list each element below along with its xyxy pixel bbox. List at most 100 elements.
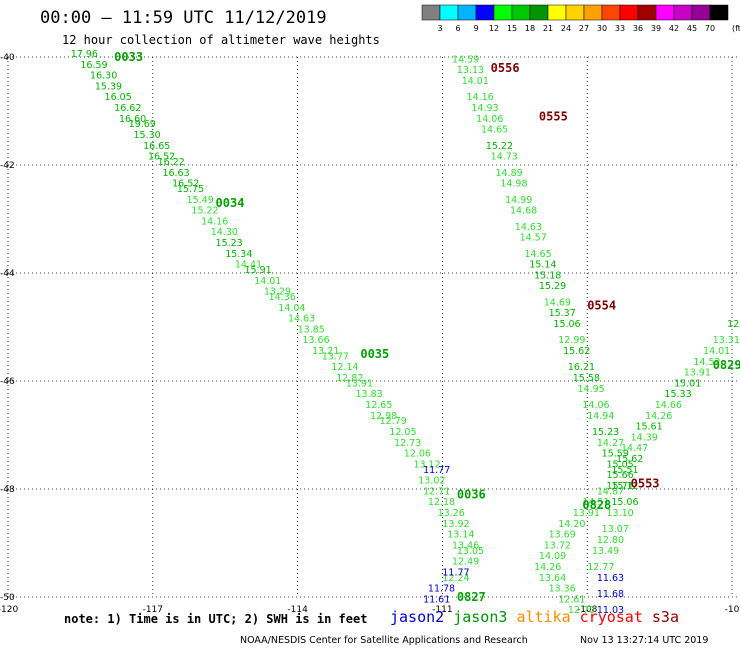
swh-value: 14.06 xyxy=(476,114,503,125)
colorbar-swatch xyxy=(547,4,567,21)
lat-tick-label: -44 xyxy=(0,269,15,279)
swh-value: 14.26 xyxy=(645,411,672,422)
swh-value: 12.14 xyxy=(331,362,358,373)
swh-value: 12.24 xyxy=(442,573,469,584)
footer-timestamp: Nov 13 13:27:14 UTC 2019 xyxy=(580,635,709,646)
satellite-legend: jason2 jason3 altika cryosat s3a xyxy=(390,608,679,626)
colorbar-label: 33 xyxy=(615,24,625,33)
colorbar-swatch xyxy=(619,4,639,21)
swh-value: 14.16 xyxy=(467,92,494,103)
colorbar-swatch xyxy=(583,4,603,21)
page-title: 00:00 – 11:59 UTC 11/12/2019 xyxy=(40,8,327,28)
track-t3: 12.98 13.3114.0114.5213.9115.0115.3314.66… xyxy=(587,319,740,573)
legend-s3a: s3a xyxy=(651,608,679,626)
swh-value: 14.94 xyxy=(587,411,614,422)
swh-value: 19.69 xyxy=(129,119,156,130)
swh-value: 16.62 xyxy=(114,103,141,114)
swh-value: 13.14 xyxy=(447,530,474,541)
swh-value: 16.59 xyxy=(80,60,107,71)
swh-value: 14.63 xyxy=(288,314,315,325)
swh-value: 13.91 xyxy=(573,508,600,519)
pass-time-label: 0556 xyxy=(491,61,520,75)
swh-value: 13.66 xyxy=(302,335,329,346)
colorbar-label: 42 xyxy=(669,24,679,33)
swh-value: 14.47 xyxy=(621,443,648,454)
colorbar-swatch xyxy=(655,4,675,21)
swh-value: 16.05 xyxy=(105,92,132,103)
swh-value: 13.29 xyxy=(264,287,291,298)
colorbar-label: 39 xyxy=(651,24,661,33)
swh-value: 15.61 xyxy=(635,422,662,433)
colorbar-swatch xyxy=(457,4,477,21)
pass-time-label: 0035 xyxy=(360,347,389,361)
swh-value: 12.98 xyxy=(370,411,397,422)
swh-value: 14.59 xyxy=(452,54,479,65)
lon-tick-label: -10 xyxy=(725,605,740,615)
lat-tick-label: -48 xyxy=(0,485,15,495)
swh-value: 12.80 xyxy=(597,535,624,546)
swh-value: 16.60 xyxy=(119,114,146,125)
colorbar-label: 24 xyxy=(561,24,571,33)
colorbar-label: 3 xyxy=(437,24,442,33)
lon-tick-label: -111 xyxy=(432,605,452,615)
colorbar-swatch xyxy=(673,4,693,21)
swh-value: 15.39 xyxy=(95,81,122,92)
lon-tick-label: -108 xyxy=(577,605,598,615)
swh-value: 14.09 xyxy=(539,551,566,562)
swh-value: 13.05 xyxy=(457,546,484,557)
pass-time-label: 0033 xyxy=(114,50,143,64)
swh-value: 13.49 xyxy=(592,546,619,557)
swh-value: 12.05 xyxy=(389,427,416,438)
swh-value: 14.36 xyxy=(269,292,296,303)
swh-value: 13.69 xyxy=(549,530,576,541)
lon-tick-label: -117 xyxy=(143,605,163,615)
swh-value: 12.06 xyxy=(404,449,431,460)
swh-value: 11.78 xyxy=(428,584,455,595)
swh-value: 14.95 xyxy=(578,384,605,395)
swh-value: 15.59 xyxy=(602,449,629,460)
swh-value: 15.06 xyxy=(553,319,580,330)
colorbar-label: 27 xyxy=(579,24,589,33)
swh-value: 14.98 xyxy=(500,179,527,190)
swh-value: 15.34 xyxy=(225,249,252,260)
swh-value: 11.03 xyxy=(597,605,624,616)
swh-value: 13.07 xyxy=(602,524,629,535)
swh-value: 12.79 xyxy=(380,416,407,427)
swh-value: 15.22 xyxy=(191,206,218,217)
swh-value: 13.10 xyxy=(607,508,634,519)
colorbar-label: 70 xyxy=(705,24,715,33)
colorbar-swatch xyxy=(475,4,495,21)
swh-value: 15.33 xyxy=(664,389,691,400)
swh-value: 13.12 xyxy=(413,459,440,470)
swh-value: 15.05 xyxy=(607,459,634,470)
swh-value: 13.13 xyxy=(457,65,484,76)
swh-value: 14.16 xyxy=(201,216,228,227)
lon-tick-label: -120 xyxy=(0,605,18,615)
swh-value: 16.52 xyxy=(148,152,175,163)
swh-value: 17.96 xyxy=(71,49,98,60)
colorbar-label: 18 xyxy=(525,24,535,33)
legend-cryosat: cryosat xyxy=(579,608,643,626)
swh-value: 11.63 xyxy=(597,573,624,584)
swh-value: 12.77 xyxy=(587,562,614,573)
swh-value: 15.71 xyxy=(607,481,634,492)
swh-value: 13.92 xyxy=(442,519,469,530)
swh-value: 16.22 xyxy=(158,157,185,168)
swh-value: 14.20 xyxy=(558,519,585,530)
swh-value: 14.93 xyxy=(471,103,498,114)
swh-value: 11.77 xyxy=(423,465,450,476)
pass-time-label: 0828 xyxy=(582,498,611,512)
swh-value: 14.01 xyxy=(254,276,281,287)
swh-value: 16.65 xyxy=(143,141,170,152)
pass-time-label: 0555 xyxy=(539,109,568,123)
colorbar-swatch xyxy=(511,4,531,21)
swh-value: 14.39 xyxy=(631,432,658,443)
swh-value: 11.61 xyxy=(423,594,450,605)
swh-value: 13.72 xyxy=(544,540,571,551)
colorbar-swatch xyxy=(421,4,441,21)
colorbar-label: 12 xyxy=(489,24,499,33)
legend-jason2: jason2 xyxy=(390,608,445,626)
colorbar-swatch xyxy=(637,4,657,21)
swh-value: 15.62 xyxy=(563,346,590,357)
